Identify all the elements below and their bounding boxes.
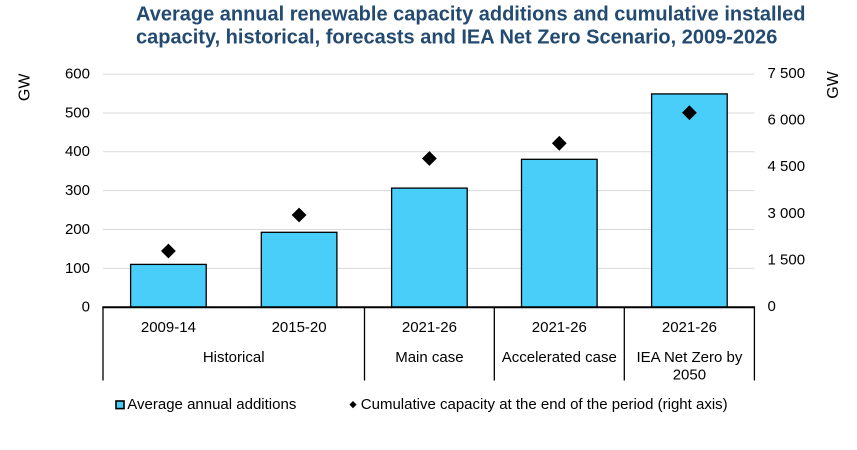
- svg-text:100: 100: [65, 260, 90, 277]
- svg-text:2021-26: 2021-26: [532, 319, 587, 336]
- svg-text:GW: GW: [825, 70, 842, 98]
- svg-text:GW: GW: [17, 73, 34, 101]
- svg-text:Main case: Main case: [395, 349, 463, 366]
- svg-text:Cumulative capacity at the end: Cumulative capacity at the end of the pe…: [361, 396, 728, 413]
- svg-text:Average annual additions: Average annual additions: [127, 396, 296, 413]
- svg-text:0: 0: [768, 298, 776, 315]
- svg-text:300: 300: [65, 182, 90, 199]
- svg-text:200: 200: [65, 221, 90, 238]
- svg-text:6 000: 6 000: [768, 112, 806, 129]
- svg-text:4 500: 4 500: [768, 158, 806, 175]
- svg-text:3 000: 3 000: [768, 205, 806, 222]
- svg-text:IEA Net Zero by: IEA Net Zero by: [636, 349, 742, 366]
- svg-text:Average annual renewable capac: Average annual renewable capacity additi…: [136, 3, 805, 25]
- svg-text:2009-14: 2009-14: [141, 319, 196, 336]
- svg-text:capacity, historical, forecast: capacity, historical, forecasts and IEA …: [136, 27, 777, 49]
- svg-text:500: 500: [65, 104, 90, 121]
- svg-text:400: 400: [65, 143, 90, 160]
- svg-text:2015-20: 2015-20: [272, 319, 327, 336]
- svg-text:1 500: 1 500: [768, 251, 806, 268]
- svg-text:2021-26: 2021-26: [662, 319, 717, 336]
- svg-text:600: 600: [65, 66, 90, 83]
- svg-text:7 500: 7 500: [768, 65, 806, 82]
- svg-text:0: 0: [82, 299, 90, 316]
- svg-text:2021-26: 2021-26: [402, 319, 457, 336]
- svg-text:Accelerated case: Accelerated case: [502, 349, 617, 366]
- svg-text:Historical: Historical: [203, 349, 265, 366]
- svg-text:2050: 2050: [673, 367, 706, 384]
